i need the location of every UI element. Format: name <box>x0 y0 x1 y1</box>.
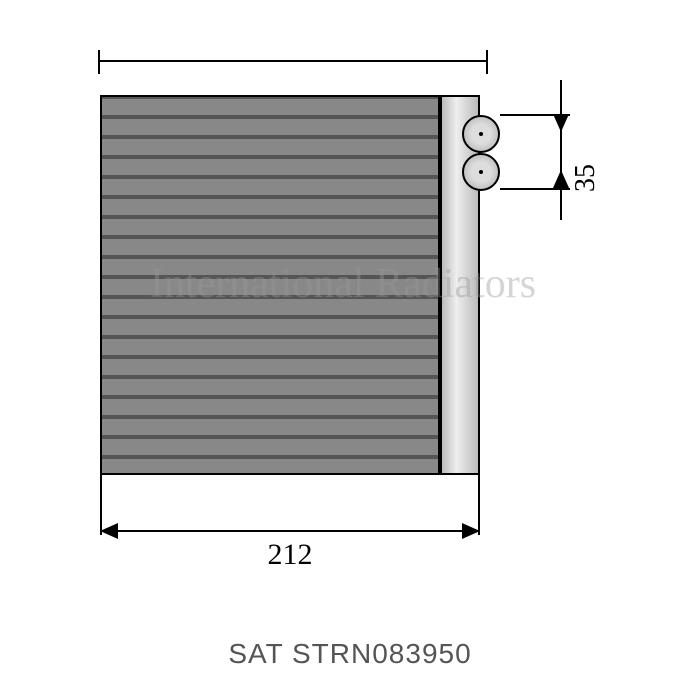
arrow-left-icon <box>100 523 118 539</box>
port-spacing-dimension: 35 <box>540 110 600 190</box>
dim-line-horizontal <box>100 530 480 532</box>
arrow-down-icon <box>553 114 569 132</box>
watermark-text: International Radiators <box>150 260 536 308</box>
diagram-canvas: International Radiators 212 35 SAT STRN0… <box>0 0 700 700</box>
part-number-label: STRN083950 <box>292 638 472 669</box>
footer: SAT STRN083950 <box>0 638 700 670</box>
dim-line-vertical <box>560 80 562 220</box>
arrow-up-icon <box>553 170 569 188</box>
outlet-port <box>462 153 500 191</box>
inlet-port <box>462 115 500 153</box>
port-spacing-label: 35 <box>570 164 602 192</box>
arrow-right-icon <box>462 523 480 539</box>
brand-label: SAT <box>228 638 283 669</box>
top-extension-lines <box>98 50 488 74</box>
width-dimension: 212 <box>100 520 480 560</box>
width-dimension-label: 212 <box>100 538 480 572</box>
